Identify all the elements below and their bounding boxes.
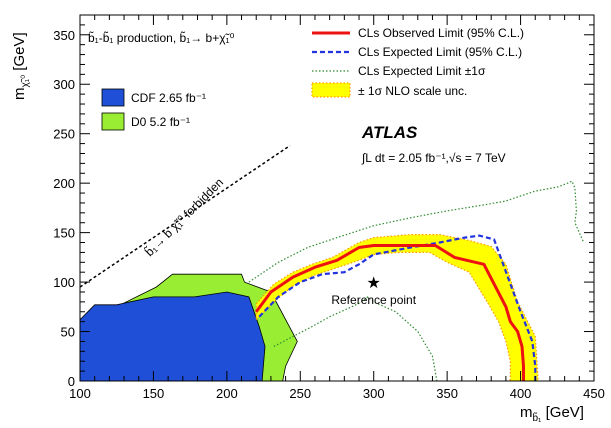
cdf-swatch xyxy=(101,88,125,107)
x-tick-label: 100 xyxy=(69,386,91,401)
plot-area xyxy=(80,144,585,381)
d0-label: D0 5.2 fb⁻¹ xyxy=(131,115,190,129)
x-tick-label: 450 xyxy=(583,386,605,401)
x-tick-label: 300 xyxy=(363,386,385,401)
legend-expected-label: CLs Expected Limit (95% C.L.) xyxy=(358,45,522,59)
axis-ticks: 100 150 200 250 300 350 400 450 0 50 100 150 200 250 3… xyxy=(53,14,605,401)
y-axis-title: mχ̃₁⁰ [GeV] xyxy=(11,32,31,100)
y-tick-label: 150 xyxy=(53,226,75,241)
legend-nlo-label: ± 1σ NLO scale unc. xyxy=(358,84,467,98)
lumi-label: ∫L dt = 2.05 fb⁻¹,√s = 7 TeV xyxy=(361,151,506,165)
x-tick-label: 150 xyxy=(143,386,165,401)
x-tick-label: 200 xyxy=(216,386,238,401)
y-tick-label: 350 xyxy=(53,28,75,43)
y-tick-label: 50 xyxy=(61,325,75,340)
legend-sigma-label: CLs Expected Limit ±1σ xyxy=(358,64,486,78)
reference-label: Reference point xyxy=(331,293,416,307)
cdf-excluded-region xyxy=(80,291,266,381)
y-tick-label: 300 xyxy=(53,77,75,92)
y-tick-label: 100 xyxy=(53,275,75,290)
process-label: b̃₁-b̃₁ production, b̃₁→ b+χ̃₁⁰ xyxy=(88,30,235,45)
y-tick-label: 0 xyxy=(68,374,75,389)
y-tick-label: 200 xyxy=(53,176,75,191)
legend: CLs Observed Limit (95% C.L.) CLs Expect… xyxy=(311,26,524,98)
x-tick-label: 350 xyxy=(436,386,458,401)
legend-nlo-swatch xyxy=(311,82,351,98)
x-tick-label: 400 xyxy=(510,386,532,401)
kinematic-boundary-line xyxy=(80,144,291,288)
d0-swatch xyxy=(101,112,125,131)
expected-limit-line xyxy=(258,234,537,381)
nlo-uncertainty-band xyxy=(255,234,539,381)
atlas-label: ATLAS xyxy=(361,123,418,142)
expected-plus-sigma-line xyxy=(248,180,585,283)
reference-star: ★ xyxy=(367,273,381,292)
prior-limits-legend: CDF 2.65 fb⁻¹ D0 5.2 fb⁻¹ xyxy=(101,88,206,131)
cdf-label: CDF 2.65 fb⁻¹ xyxy=(131,91,206,105)
x-tick-label: 250 xyxy=(289,386,311,401)
y-tick-label: 250 xyxy=(53,127,75,142)
observed-limit-line xyxy=(254,244,525,381)
forbidden-label: b̃₁→ b χ̃₁⁰ forbidden xyxy=(142,175,227,260)
plot-frame xyxy=(79,14,595,382)
x-axis-title: mb̃₁ [GeV] xyxy=(520,404,584,424)
legend-observed-label: CLs Observed Limit (95% C.L.) xyxy=(358,26,524,40)
expected-minus-sigma-line xyxy=(273,296,438,381)
